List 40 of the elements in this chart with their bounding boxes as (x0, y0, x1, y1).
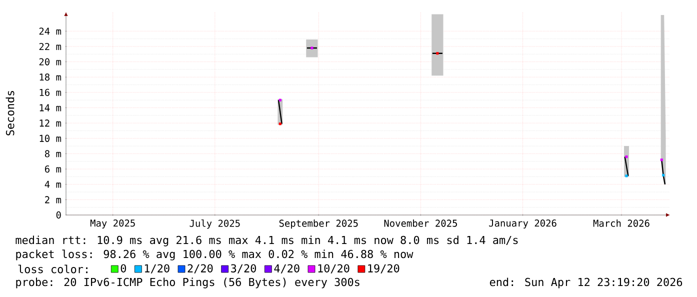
x-tick-label: September 2025 (279, 220, 358, 229)
point (436, 52, 439, 55)
y-tick-label: 0 (56, 211, 61, 219)
point (660, 158, 663, 162)
point (662, 174, 665, 176)
point (278, 122, 282, 126)
text: packet loss: 98.26 % avg 100.00 % max 0.02 % min 46.88 % now (16, 250, 414, 260)
x-tick-label: July 2025 (190, 220, 240, 229)
y-tick-label: 14 m (40, 104, 62, 112)
legend-label: 2/20 (188, 264, 213, 274)
y-tick-label: 22 m (39, 42, 62, 50)
text: probe: 20 IPv6-ICMP Echo Pings (56 Bytes) every 300s (16, 278, 360, 288)
legend-label: 4/20 (274, 264, 300, 274)
y-tick-label: 4 m (44, 180, 62, 188)
text: end: Sun Apr 12 23:19:20 2026 (490, 278, 682, 288)
x-tick-label: January 2026 (489, 220, 556, 229)
y-tick-label: 8 m (45, 150, 62, 158)
point (278, 98, 282, 102)
y-tick-label: 6 m (45, 165, 62, 173)
point (625, 155, 628, 158)
legend-label: 0 (120, 264, 126, 272)
y-axis-title: Seconds (6, 90, 14, 136)
y-tick-label: 24 m (39, 28, 62, 35)
legend-label: 10/20 (318, 264, 350, 274)
y-tick-label: 18 m (40, 74, 62, 81)
x-tick-label: May 2025 (90, 220, 135, 229)
x-tick-label: November 2025 (384, 220, 457, 227)
y-tick-label: 10 m (40, 134, 62, 142)
y-tick-label: 2 m (45, 196, 62, 204)
y-tick-label: 12 m (40, 120, 62, 127)
legend-label: 1/20 (144, 264, 170, 274)
x-tick-label: March 2026 (593, 220, 650, 227)
point (310, 46, 314, 50)
legend-label: 3/20 (231, 264, 256, 274)
y-tick-label: 20 m (39, 58, 62, 66)
legend-title: loss color: (18, 264, 88, 274)
text: median rtt: 10.9 ms avg 21.6 ms max 4.1 ms min 4.1 ms now 8.0 ms sd 1.4 am/s (16, 236, 518, 246)
y-tick-label: 16 m (40, 88, 62, 96)
legend-label: 19/20 (368, 264, 400, 274)
point (625, 174, 628, 178)
